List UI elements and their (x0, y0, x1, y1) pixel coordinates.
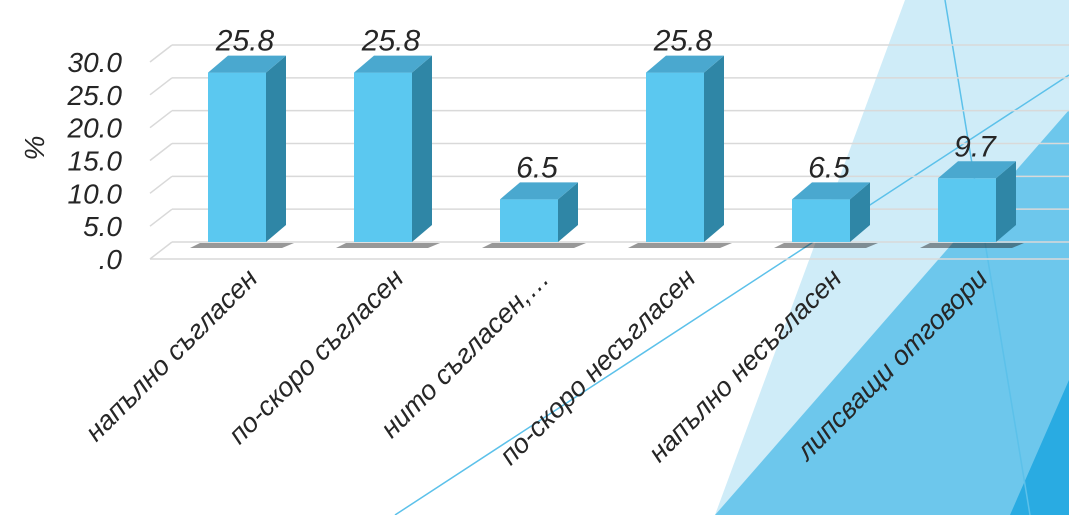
bar-side (996, 161, 1016, 242)
gridline-depth (149, 142, 173, 162)
bar-side (850, 182, 870, 242)
bar-side (558, 182, 578, 242)
bar-top (792, 182, 870, 200)
bar-front (354, 72, 412, 242)
y-tick-label: 5.0 (83, 211, 122, 242)
gridline-depth (149, 208, 173, 227)
y-tick-label: 10.0 (68, 178, 123, 209)
gridline-depth (149, 241, 173, 260)
y-tick-label: .0 (99, 244, 123, 275)
bar-side (266, 55, 286, 242)
gridline-depth (149, 44, 173, 63)
gridline-depth (149, 77, 173, 96)
gridline-depth (149, 175, 173, 194)
bar-front (792, 199, 850, 242)
bar-shadow (482, 243, 586, 248)
bar-side (704, 55, 724, 242)
bar-front (938, 178, 996, 242)
bar-top (208, 55, 286, 73)
data-label: 9.7 (954, 130, 997, 163)
gridlines (149, 44, 1069, 260)
data-labels: 25.8 25.8 6.5 25.8 6.5 9.7 (215, 25, 997, 185)
y-axis-label: % (19, 136, 50, 161)
bar-top (500, 182, 578, 200)
bar-front (208, 72, 266, 242)
bar (190, 55, 294, 248)
bar-top (938, 161, 1016, 179)
deco-line-diagonal (394, 74, 1069, 515)
bar (482, 182, 586, 248)
bar (336, 55, 440, 248)
gridline-depth (149, 110, 173, 129)
bar (774, 182, 878, 248)
data-label: 6.5 (808, 151, 850, 184)
bar-shadow (628, 243, 732, 248)
y-tick-label: 30.0 (68, 47, 123, 78)
bar (628, 55, 732, 248)
bar-shadow (774, 243, 878, 248)
bar-top (354, 55, 432, 73)
data-label: 25.8 (361, 25, 421, 58)
y-axis-ticks: .05.010.015.020.025.030.0 (67, 47, 123, 275)
data-label: 6.5 (516, 151, 558, 184)
y-tick-label: 25.0 (67, 80, 123, 111)
y-tick-label: 15.0 (68, 146, 123, 177)
deco-line-vertical (944, 0, 1031, 515)
bars (190, 55, 1024, 248)
data-label: 25.8 (215, 25, 275, 58)
bar (920, 161, 1024, 248)
bar-shadow (336, 243, 440, 248)
bar-top (646, 55, 724, 73)
bar-shadow (920, 243, 1024, 248)
bar-shadow (190, 243, 294, 248)
data-label: 25.8 (653, 25, 713, 58)
bar-side (412, 55, 432, 242)
y-tick-label: 20.0 (67, 113, 123, 144)
bar-front (500, 199, 558, 242)
bar-front (646, 72, 704, 242)
